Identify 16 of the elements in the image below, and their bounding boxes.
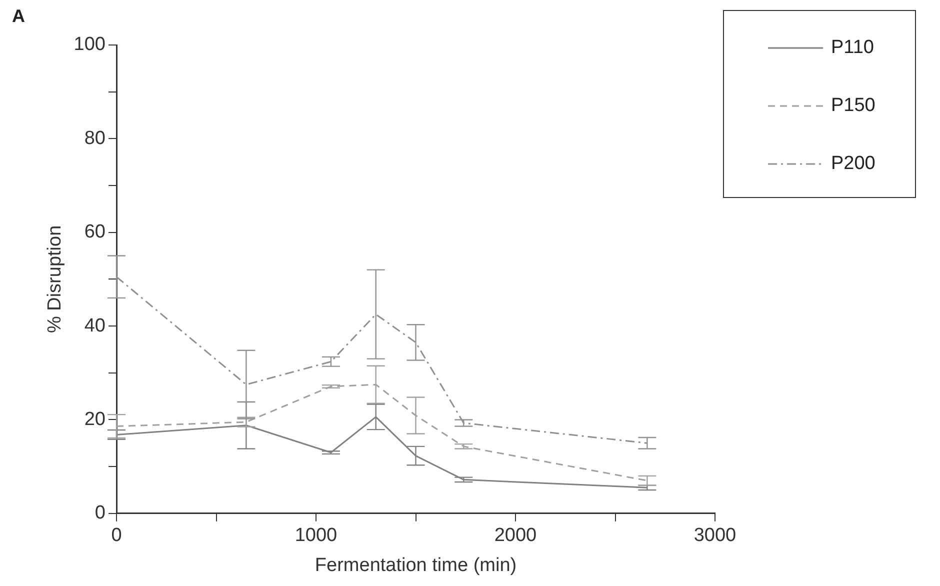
y-axis-title: % Disruption (44, 225, 66, 334)
x-tick-label: 3000 (694, 525, 736, 546)
y-tick-label: 20 (84, 408, 106, 430)
y-tick-label: 40 (84, 315, 106, 336)
y-tick-label: 100 (74, 34, 106, 56)
x-tick-label: 1000 (294, 525, 338, 546)
y-tick-label: 0 (94, 502, 106, 524)
y-tick-label: 80 (84, 128, 106, 149)
legend-label: P150 (831, 95, 876, 116)
legend-label: P200 (831, 153, 876, 174)
legend-label: P110 (831, 37, 874, 58)
y-tick-label: 60 (84, 222, 106, 243)
x-axis-title: Fermentation time (min) (314, 554, 517, 576)
x-tick-label: 2000 (494, 525, 537, 546)
x-tick-label: 0 (111, 525, 122, 546)
text: A (12, 6, 25, 27)
